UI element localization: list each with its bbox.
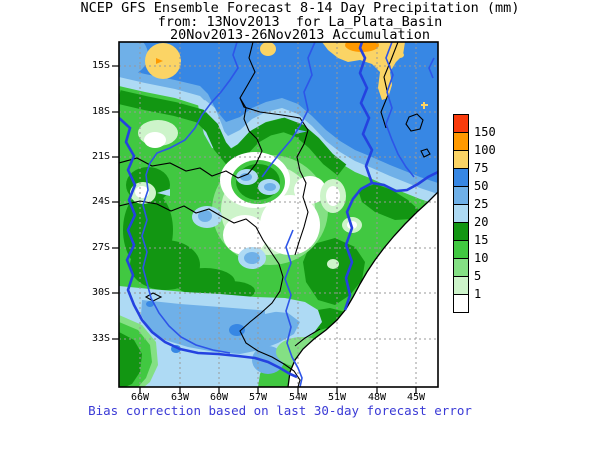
page-title-line1: NCEP GFS Ensemble Forecast 8-14 Day Prec… [80, 0, 520, 16]
axis-ticks [112, 65, 417, 394]
lat-label-18s: 18S [91, 106, 110, 117]
lat-label-15s: 15S [91, 60, 110, 71]
ocean [288, 192, 438, 387]
legend-box [453, 150, 469, 169]
legend-label-10: 10 [474, 251, 489, 265]
legend-box [453, 204, 469, 223]
rivers [141, 42, 435, 387]
flow-arrow-icon [157, 189, 170, 196]
legend-label-75: 75 [474, 161, 489, 175]
lon-label-63w: 63W [170, 392, 190, 403]
lon-label-60w: 60W [209, 392, 229, 403]
legend-label-25: 25 [474, 197, 489, 211]
lon-label-54w: 54W [288, 392, 308, 403]
legend-label-150: 150 [474, 125, 496, 139]
lat-label-21s: 21S [91, 151, 110, 162]
lon-label-48w: 48W [367, 392, 387, 403]
lon-label-51w: 51W [327, 392, 347, 403]
lat-label-27s: 27S [91, 242, 110, 253]
lat-label-33s: 33S [91, 333, 110, 344]
legend-box [453, 222, 469, 241]
map-frame [118, 41, 439, 388]
lon-label-45w: 45W [406, 392, 426, 403]
legend-label-50: 50 [474, 179, 489, 193]
legend-box [453, 240, 469, 259]
lat-label-30s: 30S [91, 287, 110, 298]
bias-correction-caption: Bias correction based on last 30-day for… [88, 403, 472, 418]
legend-box [453, 258, 469, 277]
legend-box [453, 114, 469, 133]
legend-box [453, 168, 469, 187]
page-title-line2: from: 13Nov2013 for La_Plata_Basin [157, 14, 443, 30]
legend-box [453, 132, 469, 151]
page-title-line3: 20Nov2013-26Nov2013 Accumulation [169, 27, 431, 43]
legend-label-20: 20 [474, 215, 489, 229]
lon-label-66w: 66W [130, 392, 150, 403]
country-borders [119, 42, 431, 387]
lon-label-57w: 57W [248, 392, 268, 403]
legend-label-5: 5 [474, 269, 482, 283]
legend-label-100: 100 [474, 143, 496, 157]
lat-label-24s: 24S [91, 196, 110, 207]
legend-box [453, 294, 469, 313]
legend-box [453, 186, 469, 205]
legend-box [453, 276, 469, 295]
flow-arrow-icon [265, 309, 277, 314]
coastline [287, 191, 438, 387]
basin-outline [119, 42, 438, 379]
legend-label-1: 1 [474, 287, 482, 301]
legend-label-15: 15 [474, 233, 489, 247]
